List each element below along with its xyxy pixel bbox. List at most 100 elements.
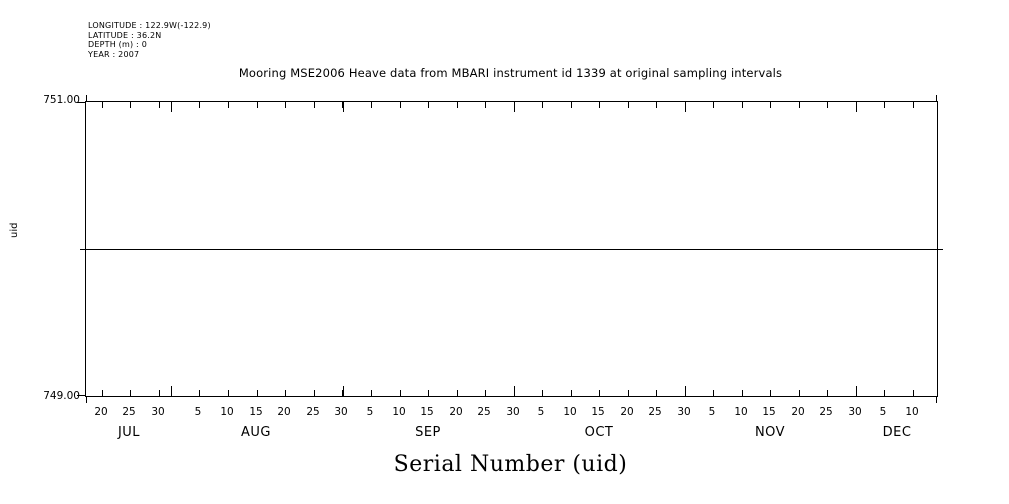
data-series-line <box>86 249 937 250</box>
day-tick <box>314 102 315 108</box>
x-axis-tick-label: 10 <box>392 406 406 418</box>
day-tick <box>656 102 657 108</box>
x-axis-tick-label: 20 <box>94 406 108 418</box>
day-tick <box>827 102 828 108</box>
day-tick <box>285 390 286 396</box>
day-tick <box>342 390 343 396</box>
day-tick <box>257 390 258 396</box>
day-tick <box>542 102 543 108</box>
day-tick <box>130 390 131 396</box>
month-boundary-tick <box>171 386 172 396</box>
x-axis-tick-label: 30 <box>334 406 348 418</box>
x-axis-tick-label: 20 <box>791 406 805 418</box>
x-axis-month-label: JUL <box>117 425 141 440</box>
day-tick <box>485 102 486 108</box>
y-tick-max-left <box>77 102 86 103</box>
metadata-depth: DEPTH (m) : 0 <box>88 40 147 49</box>
x-axis-tick-label: 15 <box>762 406 776 418</box>
x-axis-tick-label: 25 <box>819 406 833 418</box>
day-tick <box>713 102 714 108</box>
day-tick <box>628 390 629 396</box>
x-axis-tick-label: 20 <box>449 406 463 418</box>
day-tick <box>159 102 160 108</box>
x-axis-tick-label: 25 <box>122 406 136 418</box>
day-tick <box>130 102 131 108</box>
day-tick <box>913 102 914 108</box>
day-tick <box>599 390 600 396</box>
day-tick <box>199 102 200 108</box>
month-boundary-tick <box>685 102 686 112</box>
x-axis-tick-label: 25 <box>648 406 662 418</box>
day-tick <box>827 390 828 396</box>
day-tick <box>571 390 572 396</box>
x-axis-month-label: DEC <box>882 425 912 440</box>
axis-corner-stub-top-right <box>936 95 937 102</box>
day-tick <box>371 390 372 396</box>
x-axis-title: Serial Number (uid) <box>0 452 1009 477</box>
y-tick-mid-left <box>80 249 86 250</box>
day-tick <box>428 390 429 396</box>
day-tick <box>102 102 103 108</box>
day-tick <box>102 390 103 396</box>
x-axis-month-label: NOV <box>754 425 786 440</box>
day-tick <box>770 102 771 108</box>
y-axis-title: uid <box>9 222 20 238</box>
day-tick <box>285 102 286 108</box>
x-axis-tick-label: 15 <box>591 406 605 418</box>
month-boundary-tick <box>514 102 515 112</box>
month-boundary-tick <box>685 386 686 396</box>
day-tick <box>199 390 200 396</box>
day-tick <box>342 102 343 108</box>
metadata-longitude: LONGITUDE : 122.9W(-122.9) <box>88 21 211 30</box>
day-tick <box>228 390 229 396</box>
x-axis-tick-label: 25 <box>306 406 320 418</box>
x-axis-tick-label: 5 <box>537 406 545 418</box>
x-axis-title-text: Serial Number (uid) <box>393 452 628 477</box>
day-tick <box>884 390 885 396</box>
axis-corner-stub-bottom-left <box>86 396 87 403</box>
month-boundary-tick <box>514 386 515 396</box>
x-axis-tick-label: 15 <box>420 406 434 418</box>
month-boundary-tick <box>856 386 857 396</box>
metadata-block: LONGITUDE : 122.9W(-122.9) LATITUDE : 36… <box>88 21 211 59</box>
x-axis-tick-label: 25 <box>477 406 491 418</box>
day-tick <box>371 102 372 108</box>
day-tick <box>913 390 914 396</box>
day-tick <box>599 102 600 108</box>
x-axis-tick-label: 30 <box>151 406 165 418</box>
x-axis-tick-label: 30 <box>677 406 691 418</box>
day-tick <box>400 390 401 396</box>
metadata-year: YEAR : 2007 <box>88 49 140 59</box>
day-tick <box>228 102 229 108</box>
x-axis-tick-label: 10 <box>563 406 577 418</box>
x-axis-tick-labels: 20 25 30 5 10 15 20 25 30 5 10 15 20 25 30 5 10 15 20 25 30 5… <box>0 406 1009 420</box>
x-axis-tick-label: 10 <box>220 406 234 418</box>
day-tick <box>770 390 771 396</box>
day-tick <box>713 390 714 396</box>
y-tick-mid-right <box>937 249 943 250</box>
chart-title-text: Mooring MSE2006 Heave data from MBARI in… <box>238 66 783 80</box>
day-tick <box>428 102 429 108</box>
month-boundary-tick <box>343 102 344 112</box>
axis-corner-stub-top-left <box>86 95 87 102</box>
day-tick <box>799 390 800 396</box>
metadata-latitude: LATITUDE : 36.2N <box>88 30 162 40</box>
x-axis-tick-label: 10 <box>734 406 748 418</box>
x-axis-month-label: OCT <box>584 425 614 440</box>
x-axis-tick-label: 10 <box>905 406 919 418</box>
x-axis-tick-label: 5 <box>194 406 202 418</box>
chart-title: Mooring MSE2006 Heave data from MBARI in… <box>0 66 1009 80</box>
x-axis-tick-label: 5 <box>879 406 887 418</box>
x-axis-tick-label: 5 <box>366 406 374 418</box>
day-tick <box>571 102 572 108</box>
axis-corner-stub-bottom-right <box>936 396 937 403</box>
x-axis-tick-label: 20 <box>277 406 291 418</box>
day-tick <box>884 102 885 108</box>
day-tick <box>799 102 800 108</box>
day-tick <box>742 102 743 108</box>
x-axis-tick-label: 20 <box>620 406 634 418</box>
x-axis-month-label: AUG <box>241 425 271 440</box>
y-tick-min-left <box>77 395 86 396</box>
x-axis-tick-label: 15 <box>249 406 263 418</box>
month-boundary-tick <box>343 386 344 396</box>
